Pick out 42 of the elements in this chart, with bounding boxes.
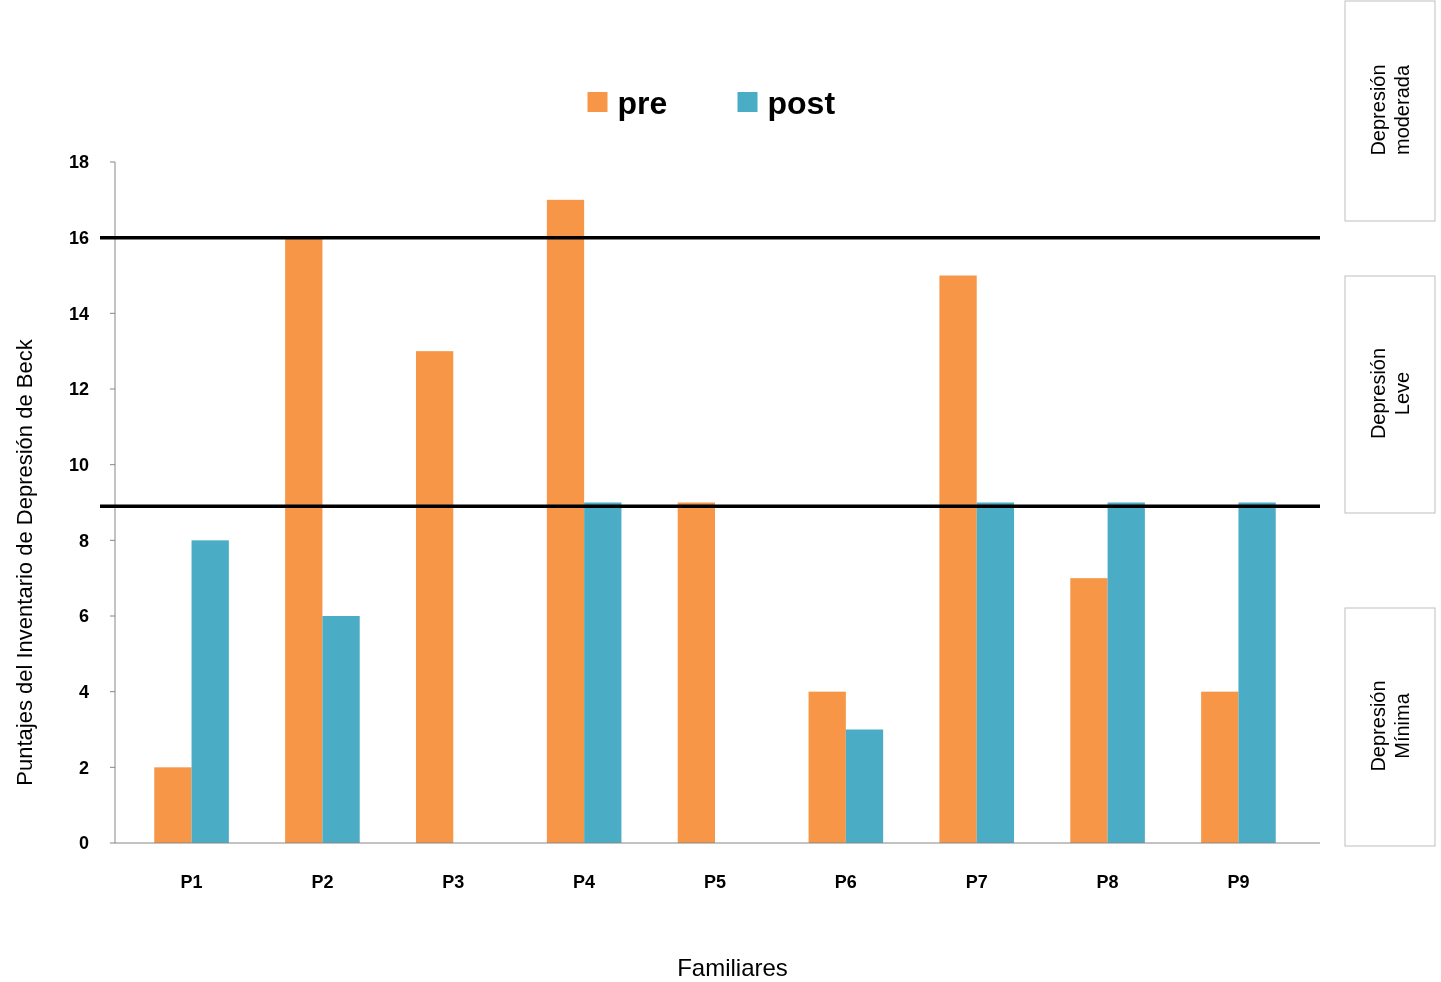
bar	[415, 351, 454, 843]
bar	[1238, 502, 1276, 843]
x-tick-label: P8	[1096, 872, 1119, 892]
y-tick-label: 18	[68, 152, 89, 173]
x-tick-label: P1	[180, 872, 203, 892]
x-tick-label: P7	[965, 872, 988, 892]
y-tick-label: 6	[78, 606, 89, 627]
bar	[677, 502, 715, 843]
x-tick-label: P5	[703, 872, 727, 892]
x-tick-label: P3	[442, 872, 465, 892]
y-tick-label: 4	[78, 681, 89, 702]
bar	[1107, 502, 1145, 843]
text: Depresión Mínima	[1367, 680, 1413, 772]
legend-label: post	[767, 85, 836, 122]
bar	[322, 616, 360, 843]
bar	[976, 502, 1015, 843]
x-tick-label: P6	[834, 872, 857, 892]
bar	[1070, 578, 1108, 843]
y-tick-label: 2	[78, 757, 89, 778]
y-tick-label: 0	[78, 833, 89, 854]
text: Depresión moderada	[1367, 64, 1413, 156]
bar	[584, 502, 622, 843]
text: Depresión Leve	[1367, 347, 1413, 440]
bar	[546, 199, 585, 843]
y-axis-title: Puntajes del Inventario de Depresión de Beck	[12, 338, 37, 786]
x-tick-label: P9	[1227, 872, 1250, 892]
bar	[1201, 691, 1239, 843]
x-axis-title: Familiares	[677, 954, 788, 982]
y-tick-label: 8	[78, 530, 89, 551]
y-tick-label: 12	[68, 379, 89, 400]
bar	[939, 275, 977, 843]
legend-label: pre	[617, 85, 668, 122]
bar	[285, 237, 323, 843]
x-tick-label: P2	[311, 872, 334, 892]
y-tick-label: 14	[68, 303, 89, 324]
y-tick-label: 10	[68, 454, 89, 475]
bar	[191, 540, 229, 843]
bar	[845, 729, 884, 843]
bar	[808, 691, 846, 843]
y-tick-label: 16	[68, 227, 89, 248]
bar	[154, 767, 192, 843]
x-tick-label: P4	[573, 872, 596, 892]
